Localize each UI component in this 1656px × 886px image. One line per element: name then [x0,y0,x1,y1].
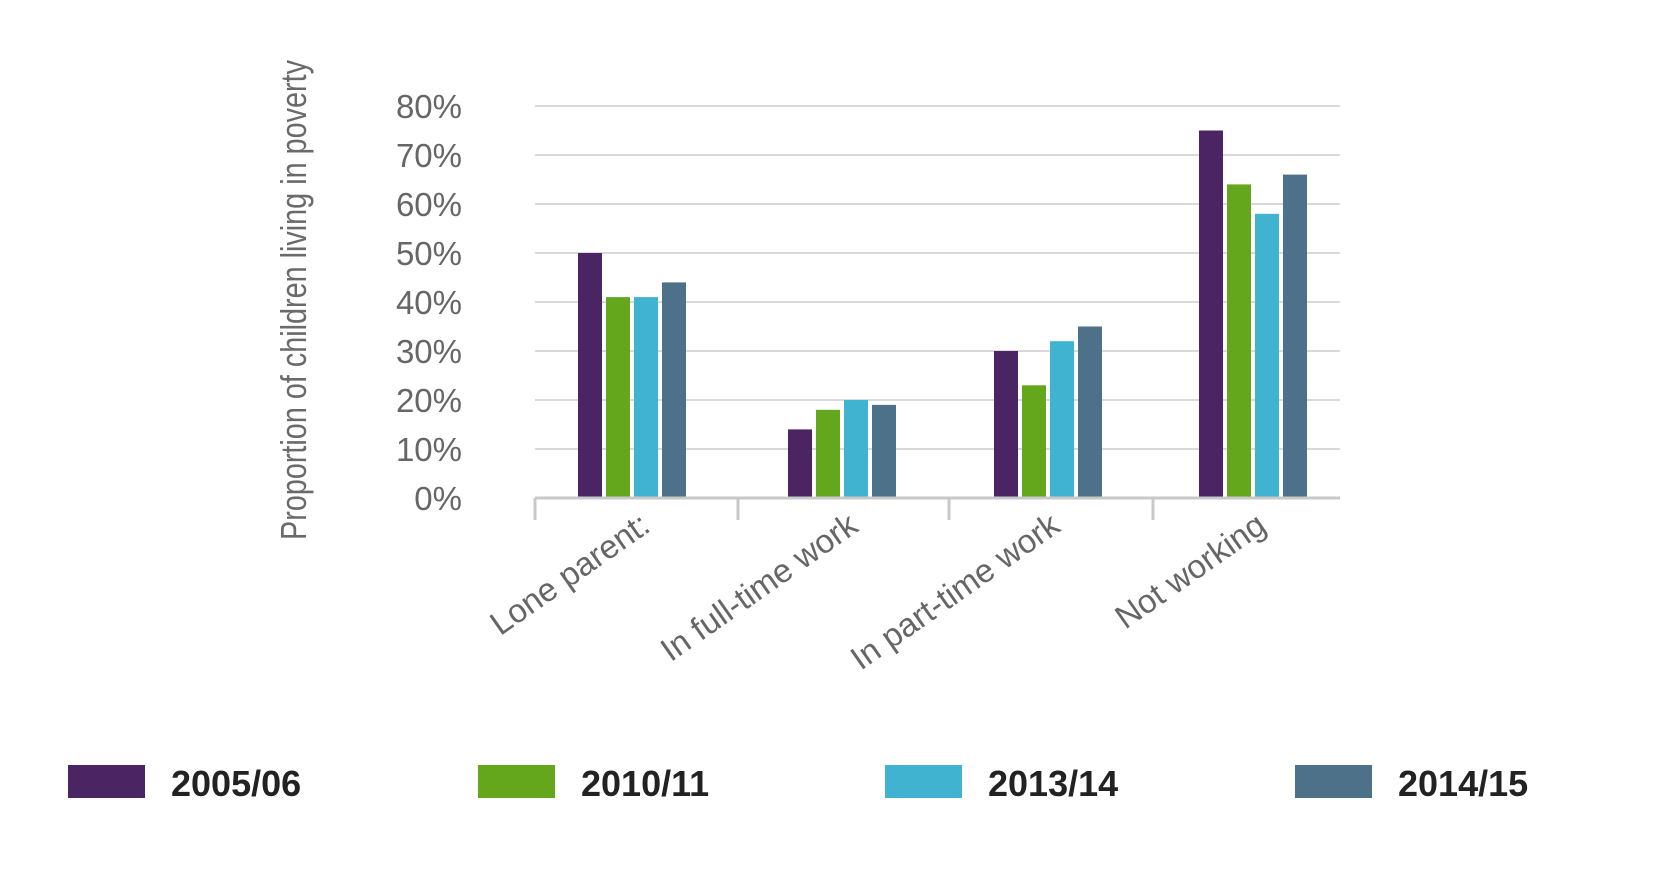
bar [1078,326,1102,498]
legend-label: 2005/06 [171,763,301,804]
legend-swatch [885,765,962,798]
legend-label: 2010/11 [581,763,709,804]
legend-item: 2014/15 [1295,763,1528,804]
y-tick-label: 40% [396,284,462,321]
y-tick-label: 20% [396,382,462,419]
bar [1227,184,1251,498]
bar [1022,385,1046,498]
legend-label: 2013/14 [988,763,1118,804]
bar [1050,341,1074,498]
x-category-label: Not working [1108,505,1272,635]
legend-item: 2010/11 [478,763,709,804]
legend-item: 2013/14 [885,763,1118,804]
legend-label: 2014/15 [1398,763,1528,804]
bar [662,282,686,498]
y-tick-label: 30% [396,333,462,370]
bar [578,253,602,498]
y-axis-ticks: 0% 10% 20% 30% 40% 50% 60% 70% 80% [396,88,462,517]
legend-swatch [1295,765,1372,798]
x-category-label: In full-time work [654,505,865,668]
y-tick-label: 50% [396,235,462,272]
bar [788,429,812,498]
y-tick-label: 0% [414,480,462,517]
x-category-label: Lone parent: [483,505,656,642]
y-tick-label: 60% [396,186,462,223]
legend-swatch [68,765,145,798]
bar [844,400,868,498]
legend-item: 2005/06 [68,763,301,804]
bar [606,297,630,498]
bar [1199,130,1223,498]
bar [1255,213,1279,499]
y-tick-label: 10% [396,431,462,468]
y-tick-label: 70% [396,137,462,174]
y-axis-title: Proportion of children living in poverty [273,59,314,540]
bar [816,409,840,498]
bar [872,404,896,498]
bar [1283,174,1307,498]
y-tick-label: 80% [396,88,462,125]
x-axis [533,496,1340,520]
bar [994,351,1018,498]
legend: 2005/06 2010/11 2013/14 2014/15 [68,763,1528,804]
legend-swatch [478,765,555,798]
bar [634,297,658,498]
bars-layer [578,130,1307,499]
x-category-label: In part-time work [843,505,1066,677]
